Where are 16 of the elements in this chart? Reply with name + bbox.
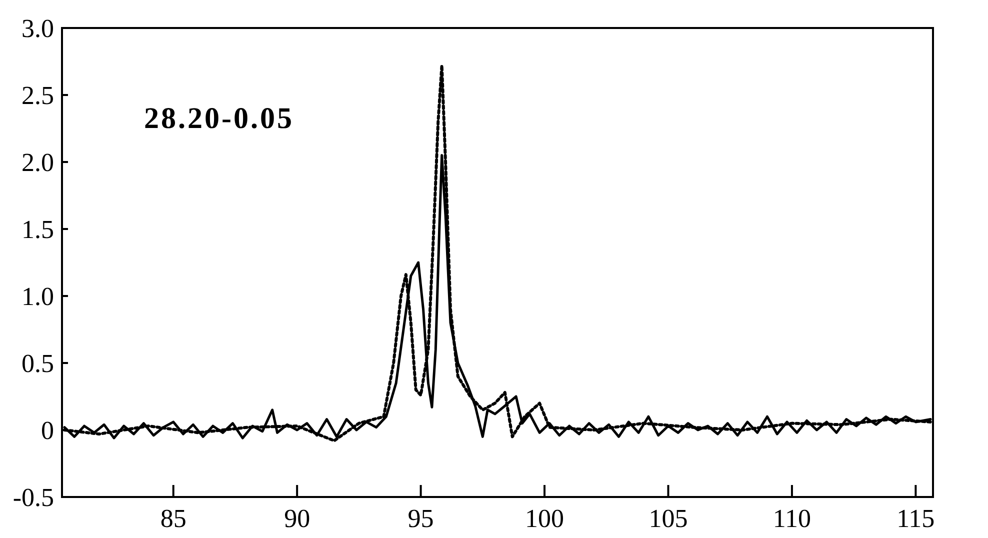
- x-tick-label: 100: [525, 504, 564, 533]
- y-tick-label: 2.0: [22, 148, 54, 177]
- annotation: 28.20-0.05: [144, 102, 294, 135]
- x-tick-label: 115: [896, 504, 935, 533]
- y-tick-label: 3.0: [22, 14, 54, 43]
- x-tick-label: 105: [648, 504, 688, 533]
- y-tick-label: 2.5: [22, 81, 54, 110]
- x-tick-label: 95: [408, 504, 434, 533]
- y-tick-label: 0.5: [22, 349, 54, 378]
- x-tick-label: 85: [160, 504, 186, 533]
- y-tick-label: 1.5: [22, 215, 54, 244]
- y-tick-label: 0: [41, 416, 54, 445]
- y-tick-label: -0.5: [12, 483, 54, 512]
- x-tick-label: 110: [772, 504, 811, 533]
- x-tick-label: 90: [284, 504, 310, 533]
- y-tick-label: 1.0: [22, 282, 54, 311]
